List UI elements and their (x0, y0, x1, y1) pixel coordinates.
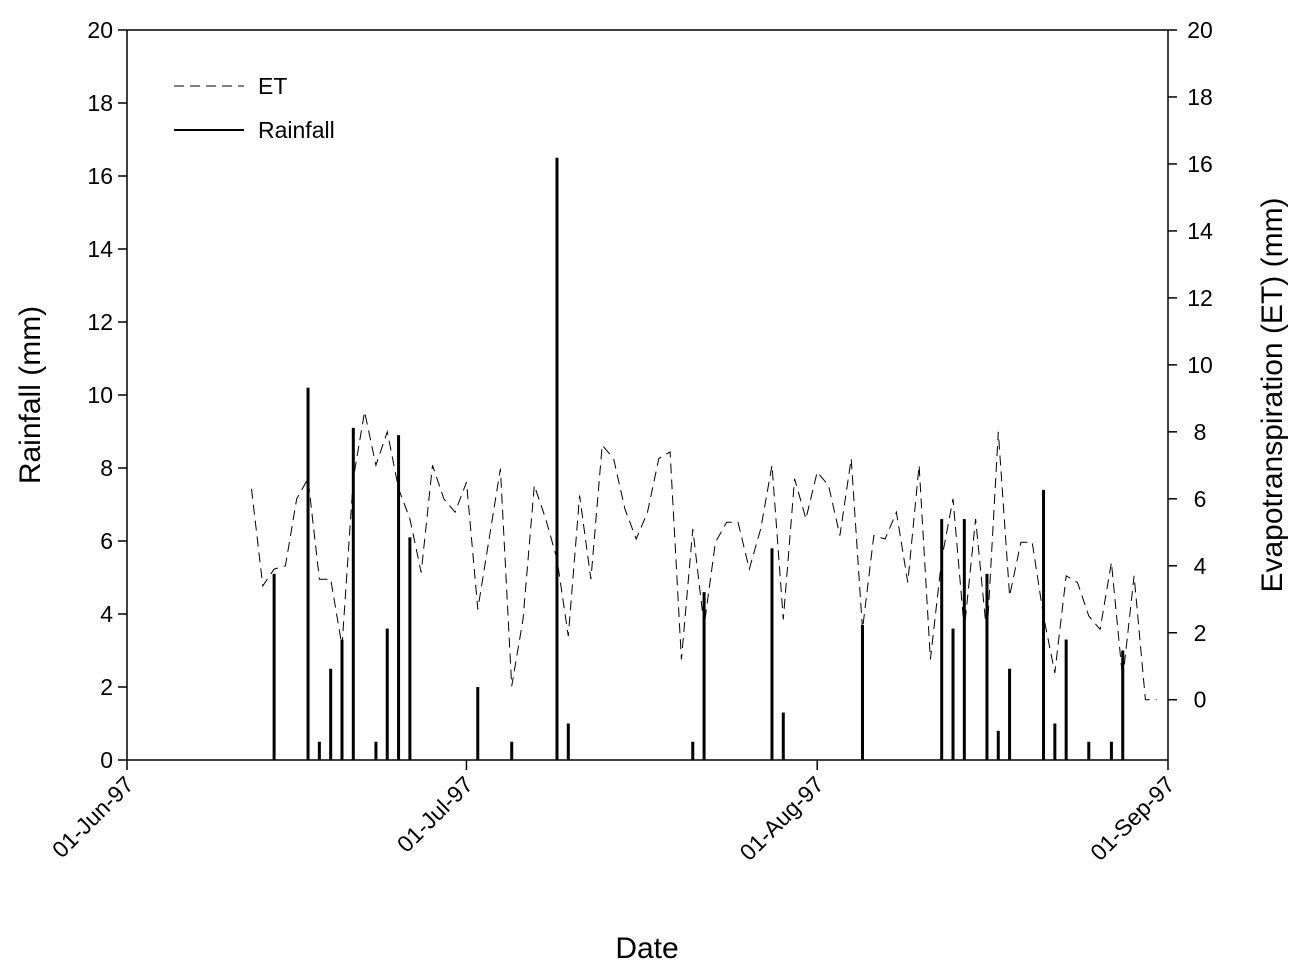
y2-tick-label: 4 (1194, 553, 1207, 579)
bar (1109, 741, 1113, 760)
y-tick-label: 6 (100, 528, 113, 554)
bar (374, 741, 378, 760)
y2-tick-label: 2 (1194, 620, 1207, 646)
y-tick-label: 2 (100, 674, 113, 700)
y2-tick-label: 20 (1187, 17, 1213, 43)
bar (385, 628, 389, 760)
y-tick-label: 10 (87, 382, 113, 408)
bar (408, 537, 412, 760)
y2-tick-label: 10 (1187, 352, 1213, 378)
bar (555, 157, 559, 760)
y-tick-label: 0 (100, 747, 113, 773)
legend-label: Rainfall (258, 117, 335, 143)
bar (1042, 489, 1046, 760)
bar (940, 519, 944, 760)
bar (566, 723, 570, 760)
bar (1064, 639, 1068, 760)
y2-tick-label: 16 (1187, 151, 1213, 177)
bar (1008, 668, 1012, 760)
y2-tick-label: 14 (1187, 218, 1213, 244)
bar (1053, 723, 1057, 760)
bar (1121, 650, 1125, 760)
bar (510, 741, 514, 760)
bar (985, 573, 989, 760)
y2-tick-label: 12 (1187, 285, 1213, 311)
bar (317, 741, 321, 760)
x-tick-label: 01-Aug-97 (734, 771, 828, 865)
bar (272, 573, 276, 760)
bar (340, 639, 344, 760)
bar (860, 624, 864, 760)
y-tick-label: 14 (87, 236, 113, 262)
bar (996, 730, 1000, 760)
x-tick-label: 01-Jul-97 (392, 771, 478, 857)
y2-tick-label: 0 (1194, 687, 1207, 713)
x-tick-label: 01-Sep-97 (1085, 771, 1179, 865)
bar (397, 435, 401, 760)
bar (951, 628, 955, 760)
bar (476, 687, 480, 760)
bar (691, 741, 695, 760)
y-tick-label: 20 (87, 17, 113, 43)
bar (702, 592, 706, 760)
y-tick-label: 4 (100, 601, 113, 627)
bar (1087, 741, 1091, 760)
y-tick-label: 18 (87, 90, 113, 116)
bar (329, 668, 333, 760)
y-axis-title: Rainfall (mm) (14, 306, 47, 484)
x-tick-label: 01-Jun-97 (47, 771, 139, 863)
y2-tick-label: 8 (1194, 419, 1207, 445)
y-tick-label: 12 (87, 309, 113, 335)
bar (306, 387, 310, 760)
legend-label: ET (258, 73, 287, 99)
y2-tick-label: 6 (1194, 486, 1207, 512)
bar (351, 427, 355, 760)
bar (770, 548, 774, 760)
bar (781, 712, 785, 760)
y-tick-label: 8 (100, 455, 113, 481)
y2-axis-title: Evapotranspiration (ET) (mm) (1256, 197, 1289, 592)
bar (962, 519, 966, 760)
y2-tick-label: 18 (1187, 84, 1213, 110)
y-tick-label: 16 (87, 163, 113, 189)
x-axis-title: Date (615, 932, 678, 965)
